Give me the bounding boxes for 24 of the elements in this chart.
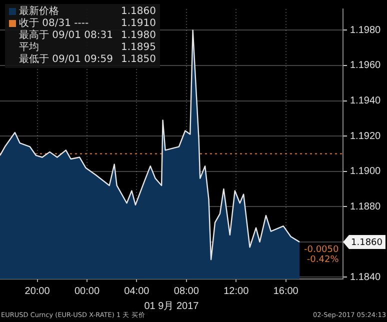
y-tick-label: 1.1940	[350, 96, 382, 107]
y-tick-label: 1.1900	[350, 166, 382, 178]
text: 1.1860	[351, 238, 383, 248]
x-tick-label: 16:00	[273, 286, 299, 297]
legend-label: 收于 08/31 ----	[18, 18, 89, 30]
annotation: 1.1860	[121, 6, 156, 18]
annotation: 最高于 09/01 08:31 1.1980	[18, 30, 156, 42]
annotation: 最低于 09/01 09:59 1.1850	[18, 54, 156, 66]
legend-label: 最新价格	[18, 6, 59, 18]
x-tick-label: 12:00	[224, 286, 250, 297]
x-tick-label: 04:00	[124, 286, 150, 297]
y-tick-label: 1.1960	[350, 60, 382, 72]
annotation: 1.1910	[121, 18, 156, 30]
x-tick-label: 00:00	[74, 286, 100, 297]
y-tick-label: 1.1840	[350, 272, 382, 283]
annotation: -0.42%	[306, 255, 339, 265]
text: 平均 1.1895	[19, 42, 156, 53]
y-tick-label: 1.1980	[350, 24, 382, 36]
y-tick-label: 1.1880	[350, 201, 382, 212]
y-tick-label: 1.1920	[350, 130, 382, 142]
x-tick-label: 08:00	[174, 286, 200, 297]
x-axis-title: 01 9月 2017	[144, 300, 200, 312]
annotation: -0.0050	[304, 245, 339, 255]
x-tick-label: 20:00	[24, 286, 50, 297]
